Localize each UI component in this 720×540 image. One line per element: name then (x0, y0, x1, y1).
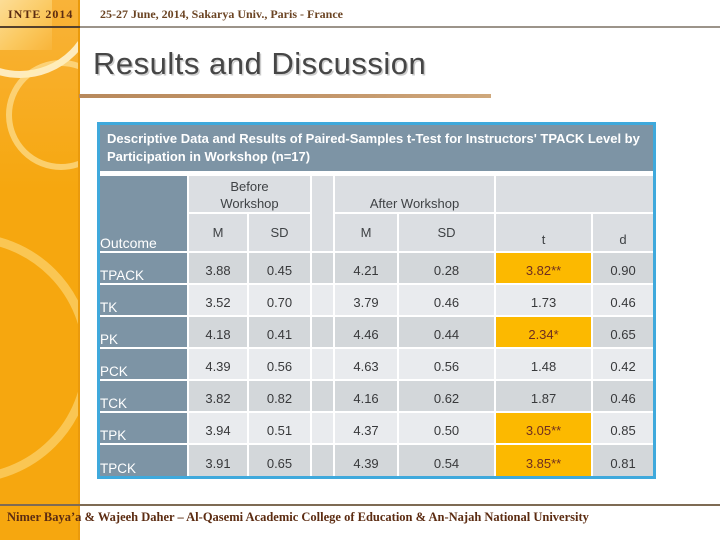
after-m-cell: 4.46 (333, 315, 400, 349)
d-value-cell: 0.42 (591, 347, 654, 381)
before-m-cell: 4.18 (187, 315, 249, 349)
t-value-cell: 3.82** (494, 251, 594, 285)
table-row: TCK 3.82 0.82 4.16 0.62 1.87 0.46 (100, 379, 654, 413)
circle-ornament (0, 233, 78, 483)
t-value-cell: 1.48 (494, 347, 594, 381)
group-header-row: Outcome Before Workshop After Workshop (100, 176, 654, 253)
after-m-cell: 4.39 (333, 443, 400, 476)
after-m-cell: 4.63 (333, 347, 400, 381)
before-m-cell: 3.91 (187, 443, 249, 476)
column-header-before-sd: SD (246, 212, 313, 253)
before-sd-cell: 0.41 (246, 315, 313, 349)
column-header-outcome: Outcome (100, 176, 189, 253)
conference-label: INTE 2014 (8, 7, 74, 21)
table-row: TPACK 3.88 0.45 4.21 0.28 3.82** 0.90 (100, 251, 654, 285)
table-row: TK 3.52 0.70 3.79 0.46 1.73 0.46 (100, 283, 654, 317)
spacer-column (310, 176, 336, 253)
results-table-panel: Descriptive Data and Results of Paired-S… (97, 122, 656, 479)
results-table: Outcome Before Workshop After Workshop M… (100, 176, 654, 476)
after-sd-cell: 0.46 (397, 283, 497, 317)
column-header-after-m: M (333, 212, 400, 253)
group-header-after: After Workshop (333, 176, 497, 214)
table-row: TPK 3.94 0.51 4.37 0.50 3.05** 0.85 (100, 411, 654, 445)
after-sd-cell: 0.62 (397, 379, 497, 413)
row-label: TPK (100, 411, 189, 445)
table-body: TPACK 3.88 0.45 4.21 0.28 3.82** 0.90 TK… (100, 251, 654, 476)
t-value-cell: 1.73 (494, 283, 594, 317)
t-value-cell: 3.85** (494, 443, 594, 476)
row-label: PK (100, 315, 189, 349)
after-sd-cell: 0.54 (397, 443, 497, 476)
row-label: TK (100, 283, 189, 317)
spacer-cell (310, 315, 336, 349)
t-value-cell: 1.87 (494, 379, 594, 413)
after-sd-cell: 0.28 (397, 251, 497, 285)
after-m-cell: 4.16 (333, 379, 400, 413)
d-value-cell: 0.46 (591, 379, 654, 413)
spacer-cell (310, 379, 336, 413)
d-value-cell: 0.65 (591, 315, 654, 349)
before-sd-cell: 0.51 (246, 411, 313, 445)
column-header-t: t (494, 212, 594, 253)
row-label: TPCK (100, 443, 189, 476)
d-value-cell: 0.85 (591, 411, 654, 445)
before-m-cell: 4.39 (187, 347, 249, 381)
after-sd-cell: 0.56 (397, 347, 497, 381)
after-m-cell: 3.79 (333, 283, 400, 317)
t-value-cell: 3.05** (494, 411, 594, 445)
t-value-cell: 2.34* (494, 315, 594, 349)
group-header-before: Before Workshop (186, 176, 313, 214)
d-value-cell: 0.46 (591, 283, 654, 317)
table-row: TPCK 3.91 0.65 4.39 0.54 3.85** 0.81 (100, 443, 654, 476)
sub-header-row: M SD M SD t d (100, 212, 654, 253)
spacer-cell (310, 347, 336, 381)
spacer-cell (310, 411, 336, 445)
column-header-d: d (591, 212, 654, 253)
column-header-after-sd: SD (397, 212, 497, 253)
header-rule-dark (0, 26, 80, 28)
after-sd-cell: 0.50 (397, 411, 497, 445)
before-sd-cell: 0.65 (246, 443, 313, 476)
table-row: PCK 4.39 0.56 4.63 0.56 1.48 0.42 (100, 347, 654, 381)
spacer-cell (310, 443, 336, 476)
after-m-cell: 4.21 (333, 251, 400, 285)
title-underline (79, 94, 491, 98)
date-line: 25-27 June, 2014, Sakarya Univ., Paris -… (100, 7, 343, 21)
before-m-cell: 3.88 (187, 251, 249, 285)
before-m-cell: 3.52 (187, 283, 249, 317)
before-m-cell: 3.82 (187, 379, 249, 413)
before-sd-cell: 0.45 (246, 251, 313, 285)
footer-rule (0, 504, 720, 506)
before-sd-cell: 0.82 (246, 379, 313, 413)
d-value-cell: 0.90 (591, 251, 654, 285)
before-sd-cell: 0.56 (246, 347, 313, 381)
footer-credits: Nimer Baya’a & Wajeeh Daher – Al-Qasemi … (7, 510, 589, 524)
column-header-before-m: M (188, 212, 249, 253)
d-value-cell: 0.81 (591, 443, 654, 476)
before-m-cell: 3.94 (187, 411, 249, 445)
row-label: PCK (100, 347, 189, 381)
spacer-cell (310, 251, 336, 285)
page-title: Results and Discussion (93, 46, 427, 81)
spacer-cell (310, 283, 336, 317)
after-sd-cell: 0.44 (397, 315, 497, 349)
sidebar-decoration (0, 0, 80, 540)
table-row: PK 4.18 0.41 4.46 0.44 2.34* 0.65 (100, 315, 654, 349)
group-header-empty (494, 176, 654, 214)
table-caption: Descriptive Data and Results of Paired-S… (100, 125, 653, 171)
row-label: TCK (100, 379, 189, 413)
after-m-cell: 4.37 (333, 411, 400, 445)
header-rule-light (80, 26, 720, 28)
before-sd-cell: 0.70 (246, 283, 313, 317)
row-label: TPACK (100, 251, 189, 285)
